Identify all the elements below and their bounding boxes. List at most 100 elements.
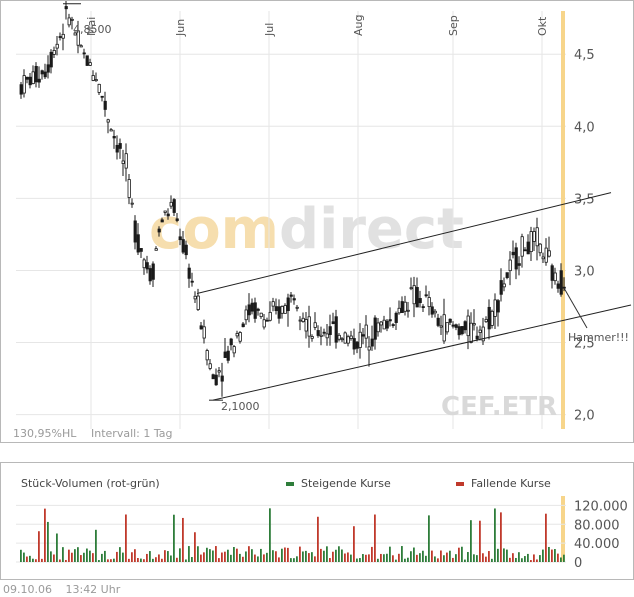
volume-bar <box>398 553 400 562</box>
candle-body <box>85 55 89 66</box>
volume-bar <box>86 548 88 562</box>
candle-body <box>292 298 296 301</box>
candle-body <box>133 220 137 243</box>
y-tick-label: 4,0 <box>574 120 595 135</box>
volume-bar <box>83 552 85 562</box>
candle-body <box>181 239 185 253</box>
candle-body <box>25 76 29 80</box>
candle-body <box>283 305 287 314</box>
volume-bar <box>203 552 205 562</box>
volume-bar <box>176 557 178 562</box>
volume-bar <box>92 553 94 562</box>
candle-body <box>220 375 224 382</box>
volume-bar <box>59 559 61 562</box>
volume-bar <box>185 559 187 562</box>
candle-body <box>154 248 158 251</box>
candle-body <box>556 283 560 289</box>
candle-body <box>268 311 272 321</box>
candle-body <box>88 62 92 66</box>
volume-bar <box>269 508 271 562</box>
volume-bar <box>356 558 358 562</box>
candle-body <box>202 326 206 339</box>
month-label: Sep <box>447 15 460 36</box>
volume-bar <box>476 555 478 562</box>
volume-tick-label: 0 <box>574 556 582 571</box>
volume-bar <box>383 554 385 562</box>
candle-body <box>475 335 479 340</box>
volume-bar <box>62 547 64 562</box>
candle-body <box>184 244 188 256</box>
volume-bar <box>413 547 415 562</box>
volume-bar <box>149 551 151 562</box>
candle-body <box>46 64 50 73</box>
volume-bar <box>458 547 460 562</box>
candle-body <box>163 210 167 213</box>
candle-body <box>100 95 104 98</box>
volume-bar <box>503 548 505 562</box>
volume-bar <box>350 554 352 562</box>
volume-bar <box>209 549 211 562</box>
candle-body <box>37 78 41 83</box>
candle-body <box>304 319 308 332</box>
current-day-highlight <box>561 11 565 429</box>
candle-body <box>400 301 404 314</box>
volume-bar <box>416 554 418 562</box>
candle-body <box>115 144 119 153</box>
volume-bar <box>512 553 514 562</box>
volume-bar <box>152 558 154 562</box>
candle-body <box>490 310 494 326</box>
volume-bar <box>485 556 487 562</box>
candle-body <box>211 374 215 380</box>
volume-bar <box>233 547 235 562</box>
volume-bar <box>296 556 298 562</box>
candle-body <box>130 202 134 205</box>
candle-body <box>259 312 263 318</box>
volume-bar <box>275 551 277 562</box>
candle-body <box>97 83 101 93</box>
volume-bar <box>368 554 370 562</box>
candle-body <box>415 287 419 308</box>
candle-body <box>355 341 359 349</box>
candle-body <box>196 295 200 310</box>
candle-body <box>340 338 344 341</box>
candle-body <box>373 317 377 340</box>
candle-body <box>136 234 140 253</box>
volume-bar <box>377 558 379 562</box>
candle-body <box>139 248 143 252</box>
candle-body <box>376 322 380 333</box>
volume-bar <box>65 559 67 562</box>
volume-chart-panel: Stück-Volumen (rot-grün) Steigende Kurse… <box>0 462 634 580</box>
volume-bar <box>212 550 214 562</box>
volume-bar <box>113 558 115 562</box>
candle-body <box>481 326 485 342</box>
candle-body <box>226 350 230 361</box>
volume-bar <box>179 548 181 562</box>
volume-bar <box>329 558 331 562</box>
volume-bar <box>53 554 55 562</box>
candle-body <box>346 336 350 344</box>
candle-body <box>160 219 164 223</box>
candle-body <box>457 326 461 336</box>
candle-body <box>499 280 503 295</box>
candle-body <box>124 153 128 169</box>
candle-body <box>256 308 260 311</box>
volume-bar <box>563 554 565 562</box>
volume-bar <box>332 551 334 562</box>
candle-body <box>175 218 179 221</box>
candle-body <box>109 129 113 132</box>
volume-bar <box>425 555 427 562</box>
watermark-part-1: com <box>149 197 279 262</box>
candle-body <box>187 267 191 279</box>
candle-body <box>403 301 407 312</box>
candle-body <box>469 322 473 343</box>
candle-body <box>460 326 464 335</box>
volume-bar <box>218 558 220 562</box>
candle-body <box>244 309 248 321</box>
volume-bar <box>266 552 268 562</box>
volume-bar <box>311 552 313 562</box>
low-label: 2,1000 <box>221 400 260 413</box>
candle-body <box>343 332 347 344</box>
candle-body <box>208 363 212 369</box>
volume-bar <box>239 553 241 562</box>
volume-bar <box>464 559 466 562</box>
